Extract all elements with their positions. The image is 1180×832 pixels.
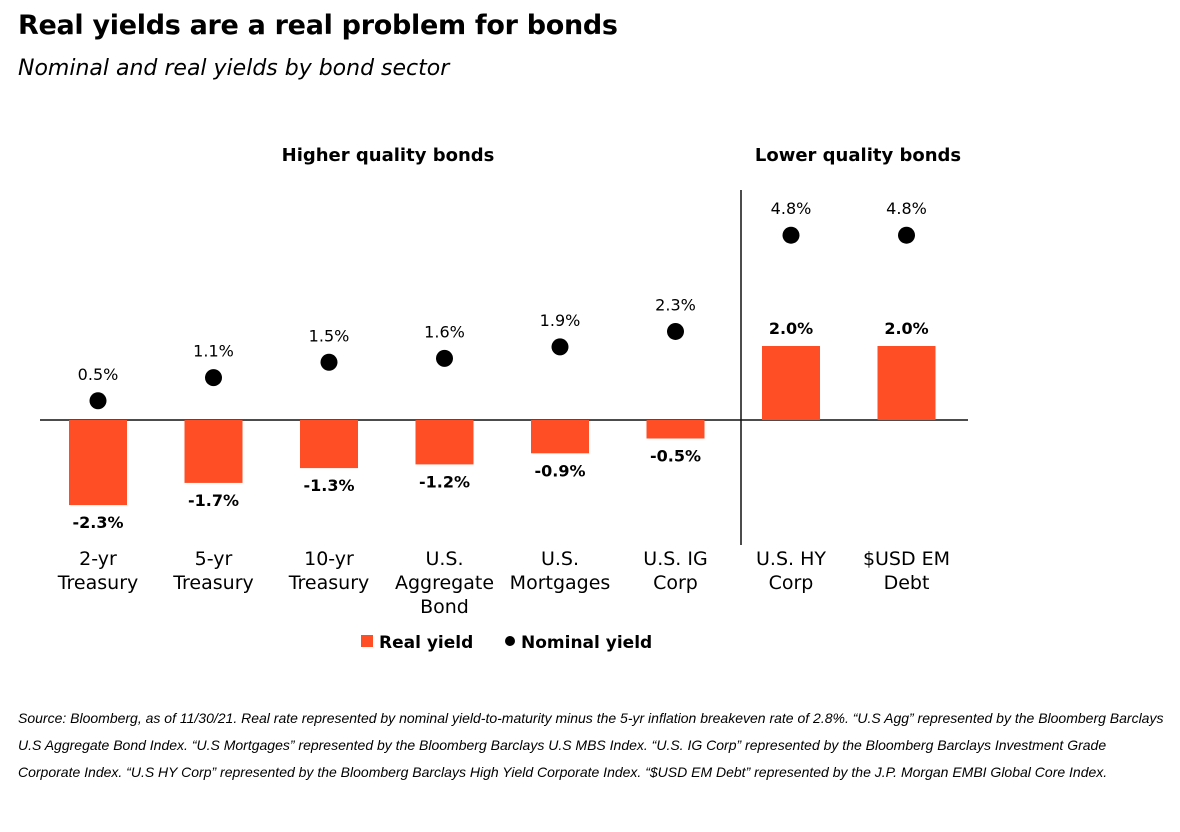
real-yield-bar (69, 420, 127, 506)
real-yield-bar (300, 420, 358, 469)
real-yield-bar (184, 420, 243, 483)
nominal-yield-dot (436, 349, 453, 367)
category-label: 5-yr Treasury (172, 548, 254, 594)
real-yield-label: -0.9% (534, 461, 585, 480)
chart-subtitle: Nominal and real yields by bond sector (18, 56, 450, 81)
source-note: Source: Bloomberg, as of 11/30/21. Real … (18, 710, 1164, 780)
chart-title: Real yields are a real problem for bonds (18, 10, 618, 41)
legend-nominal-yield-dot (505, 636, 515, 646)
real-yield-label: -1.7% (188, 491, 239, 510)
legend-real-yield-label: Real yield (379, 633, 473, 653)
real-yield-label: -2.3% (72, 513, 123, 532)
legend: Real yield Nominal yield (361, 633, 652, 653)
nominal-yield-dot (782, 226, 800, 244)
nominal-yield-label: 1.5% (309, 326, 350, 345)
nominal-yield-label: 2.3% (655, 295, 696, 314)
real-yield-label: 2.0% (769, 319, 813, 338)
real-yield-bar (531, 420, 589, 454)
legend-nominal-yield-label: Nominal yield (521, 633, 652, 653)
nominal-yield-dot (205, 369, 222, 387)
nominal-yield-label: 4.8% (771, 199, 812, 218)
nominal-yield-label: 0.5% (78, 365, 119, 384)
category-label: U.S. Mortgages (510, 548, 611, 594)
category-label: U.S. Aggregate Bond (395, 548, 494, 618)
real-yield-label: -0.5% (650, 447, 701, 466)
nominal-yield-dot (898, 226, 915, 244)
nominal-yield-dot (89, 392, 107, 410)
real-yield-label: -1.2% (419, 472, 470, 491)
nominal-yield-label: 1.9% (540, 311, 581, 330)
category-label: U.S. HY Corp (756, 548, 826, 594)
category-label: $USD EM Debt (863, 548, 950, 594)
category-label: 2-yr Treasury (57, 548, 139, 594)
group-label-higher-quality: Higher quality bonds (282, 145, 495, 166)
real-yield-label: 2.0% (884, 319, 928, 338)
yield-chart: Higher quality bonds Lower quality bonds… (40, 145, 968, 653)
category-label: U.S. IG Corp (643, 548, 707, 594)
real-yield-label: -1.3% (303, 476, 354, 495)
nominal-yield-dot (667, 322, 684, 340)
real-yield-bar (762, 346, 820, 420)
nominal-yield-label: 1.1% (193, 342, 234, 361)
nominal-yield-label: 4.8% (886, 199, 927, 218)
group-label-lower-quality: Lower quality bonds (755, 145, 961, 166)
nominal-yield-label: 1.6% (424, 322, 465, 341)
real-yield-bar (646, 420, 705, 439)
nominal-yield-dot (551, 338, 569, 356)
category-label: 10-yr Treasury (288, 548, 370, 594)
nominal-yield-dot (320, 353, 338, 371)
real-yield-bar (415, 420, 474, 465)
plot-area: -2.3% 0.5% 2-yr Treasury -1.7% 1.1% 5-yr Treasu… (40, 190, 968, 618)
legend-real-yield-swatch (361, 635, 373, 647)
real-yield-bar (877, 346, 936, 420)
